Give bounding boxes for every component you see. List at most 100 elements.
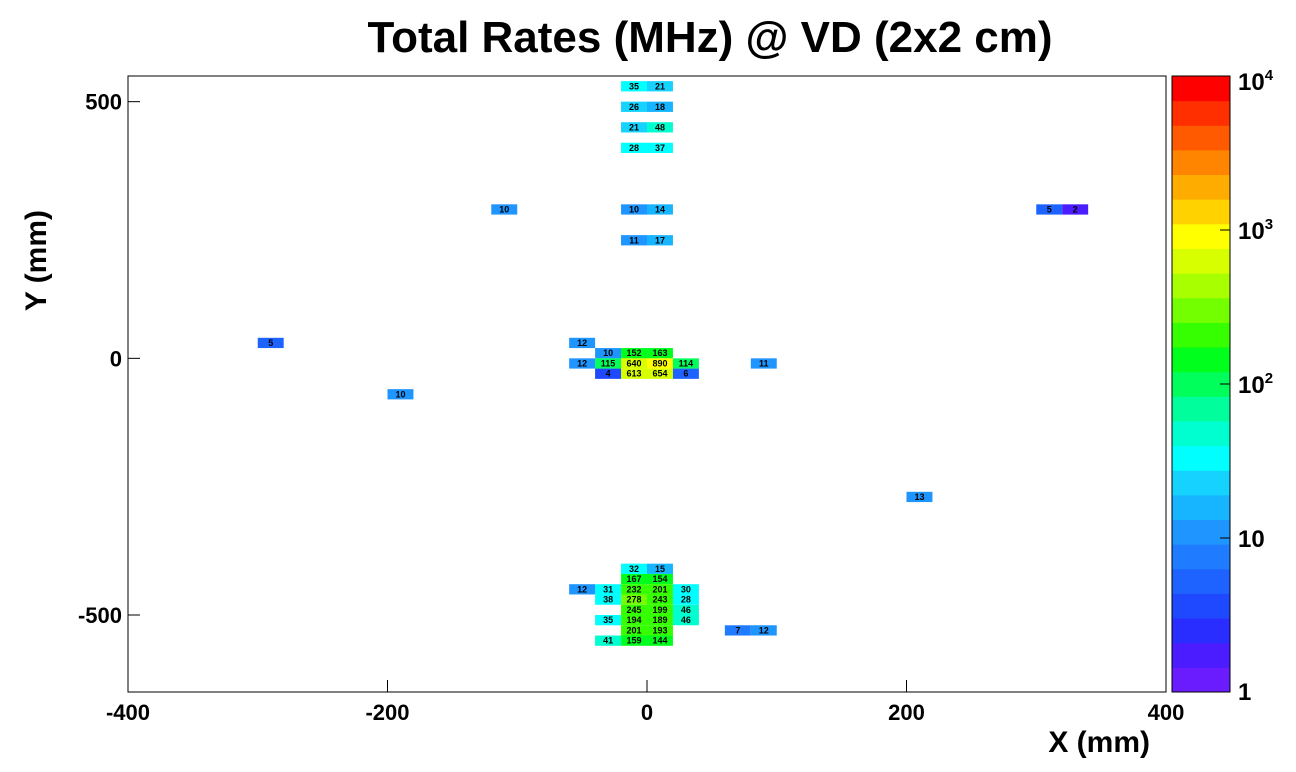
y-tick-label: 0 [110,346,122,371]
colorbar-swatch [1172,223,1230,249]
heatmap-cell [647,235,673,246]
y-tick-label: 500 [85,90,122,115]
colorbar-swatch [1172,322,1230,348]
cell-value-label: 613 [627,369,642,379]
heatmap-cell [647,348,673,359]
cell-value-label: 14 [655,204,665,214]
cell-value-label: 189 [652,615,667,625]
colorbar-swatch [1172,667,1230,693]
heatmap-cell [621,122,647,133]
colorbar-tick-label: 10 [1238,526,1265,553]
y-tick-label: -500 [78,603,122,628]
cell-value-label: 163 [652,348,667,358]
heatmap-cell [621,348,647,359]
heatmap-cell [257,337,284,349]
colorbar-swatch [1172,149,1230,176]
heatmap-cell [647,594,673,605]
cell-value-label: 6 [683,369,688,379]
heatmap-cell [647,358,673,369]
cell-value-label: 654 [652,369,667,379]
colorbar-swatch [1172,445,1230,471]
heatmap-cell [621,635,647,646]
heatmap-cell [595,584,622,595]
cell-value-label: 243 [652,595,667,605]
heatmap-cell [647,615,673,626]
heatmap-cell [647,204,673,215]
colorbar-tick-label: 103 [1238,216,1273,245]
heatmap-cell [672,584,699,595]
heatmap-cell [647,142,673,153]
cell-value-label: 201 [627,625,642,635]
heatmap-cell [647,635,673,646]
y-axis: 500 0 -500 [78,90,140,628]
colorbar-tick-label: 102 [1238,370,1273,399]
colorbar-tick-label: 104 [1238,67,1274,96]
colorbar-swatch [1172,642,1230,668]
heatmap-cell [621,584,647,595]
cell-value-label: 194 [627,615,642,625]
colorbar-swatch [1172,199,1230,225]
cell-value-label: 46 [681,605,691,615]
heatmap-cell [672,368,699,379]
heatmap-cell [621,204,647,215]
colorbar-swatch [1172,347,1230,373]
cell-value-label: 159 [627,636,642,646]
cell-value-label: 115 [601,358,616,368]
heatmap-cell [621,625,647,636]
cell-value-label: 15 [655,564,665,574]
heatmap-cell [647,563,673,574]
cell-value-label: 114 [679,358,694,368]
colorbar [1171,75,1231,693]
x-tick-label: 0 [641,700,653,725]
cell-value-label: 5 [1047,204,1052,214]
colorbar-swatch [1172,76,1230,102]
heatmap-cell [595,635,622,646]
x-tick-label: -200 [365,700,409,725]
cell-value-label: 37 [655,143,665,153]
cell-value-label: 13 [914,492,924,502]
cell-value-label: 4 [606,369,611,379]
cell-value-label: 35 [629,81,639,91]
heatmap-cell [647,122,673,133]
cell-value-label: 28 [629,143,639,153]
cell-value-label: 278 [627,595,642,605]
cell-value-label: 17 [655,235,665,245]
colorbar-tick-label: 1 [1238,679,1251,706]
heatmap-cell [621,235,647,246]
cell-value-label: 48 [655,122,665,132]
cell-value-label: 12 [759,625,769,635]
colorbar-swatch [1172,593,1230,619]
heatmap-cell [621,358,647,369]
cell-value-label: 152 [627,348,642,358]
heatmap-cell [647,584,673,595]
heatmap-cell [1062,204,1089,215]
colorbar-swatch [1172,125,1230,151]
heatmap-cell [387,389,414,400]
cell-value-label: 30 [681,584,691,594]
heatmap-cell [750,625,777,636]
heatmap-cell [647,81,673,92]
cell-value-label: 10 [603,348,613,358]
heatmap-cell [595,594,622,605]
cell-value-label: 10 [395,389,405,399]
heatmap-cell [569,358,596,369]
heatmap-cell [647,368,673,379]
cell-value-label: 21 [629,122,639,132]
y-axis-label: Y (mm) [20,210,53,311]
cell-value-label: 11 [759,358,769,368]
x-tick-label: 200 [888,700,925,725]
cell-value-label: 10 [629,204,639,214]
cell-value-label: 31 [603,584,613,594]
cell-value-label: 144 [652,636,667,646]
cell-value-label: 21 [655,81,665,91]
heatmap-cell [647,573,673,585]
cell-value-label: 12 [577,338,587,348]
cell-value-label: 232 [627,584,642,594]
cell-value-label: 245 [627,605,642,615]
colorbar-swatch [1172,297,1230,323]
cell-value-label: 26 [629,102,639,112]
colorbar-swatch [1172,420,1230,447]
cell-value-label: 46 [681,615,691,625]
cell-value-label: 18 [655,102,665,112]
